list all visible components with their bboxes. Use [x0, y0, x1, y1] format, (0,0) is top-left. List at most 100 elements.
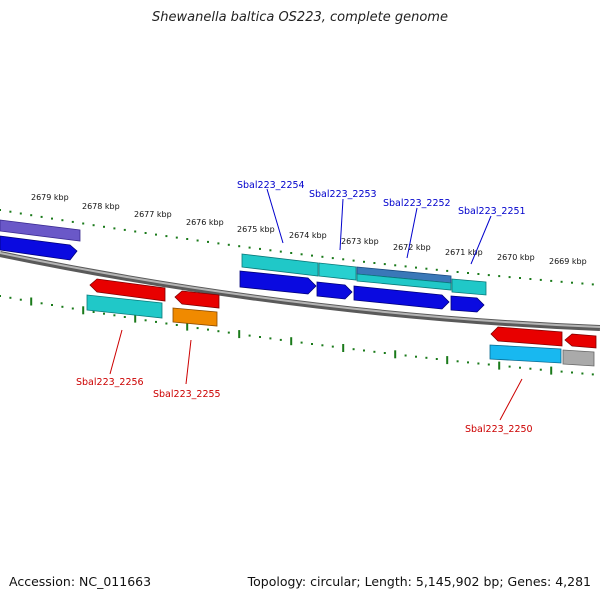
minor-tick — [425, 267, 428, 270]
minor-tick — [435, 268, 438, 271]
minor-tick — [508, 276, 511, 279]
minor-tick — [269, 337, 272, 340]
genome-backbone-highlight — [0, 252, 600, 328]
gene-feature-blue-2252[interactable] — [353, 285, 450, 310]
gene-feature-cyan-2253[interactable] — [318, 262, 357, 281]
minor-tick — [0, 295, 1, 297]
minor-tick — [51, 217, 53, 220]
minor-tick — [467, 361, 469, 364]
major-tick — [446, 356, 449, 365]
minor-tick — [113, 227, 116, 230]
minor-tick — [539, 278, 542, 281]
gene-feature-cyan-2251[interactable] — [451, 278, 487, 296]
minor-tick — [446, 269, 449, 272]
minor-tick — [487, 363, 490, 366]
map-title: Shewanella baltica OS223, complete genom… — [152, 10, 448, 25]
minor-tick — [456, 360, 459, 363]
tick-label: 2675 kbp — [237, 225, 275, 234]
gene-feature-red-2255[interactable] — [174, 290, 220, 309]
reverse-gene-labels: Sbal223_2256 Sbal223_2255 Sbal223_2250 — [76, 329, 533, 435]
minor-tick — [207, 240, 209, 243]
gene-feature-purple[interactable] — [0, 219, 81, 242]
major-tick — [498, 361, 501, 370]
minor-tick — [9, 210, 12, 213]
minor-tick — [144, 232, 147, 234]
gene-label-sbal223-2250[interactable]: Sbal223_2250 — [465, 424, 533, 435]
forward-tick-row — [0, 209, 594, 286]
gene-label-sbal223-2256[interactable]: Sbal223_2256 — [76, 377, 144, 388]
minor-tick — [175, 236, 178, 239]
minor-tick — [30, 214, 33, 217]
minor-tick — [331, 345, 334, 348]
gene-feature-orange-2255[interactable] — [172, 307, 218, 327]
minor-tick — [571, 371, 573, 374]
tick-label: 2673 kbp — [341, 237, 379, 246]
minor-tick — [425, 356, 428, 359]
minor-tick — [435, 358, 438, 360]
minor-tick — [311, 343, 313, 345]
minor-tick — [352, 259, 355, 262]
minor-tick — [373, 350, 376, 353]
minor-tick — [311, 254, 313, 257]
gene-feature-red-2250[interactable] — [490, 326, 563, 347]
minor-tick — [92, 224, 95, 227]
tick-label: 2672 kbp — [393, 243, 431, 252]
gene-label-sbal223-2253[interactable]: Sbal223_2253 — [309, 189, 377, 200]
minor-tick — [103, 225, 105, 228]
minor-tick — [383, 263, 386, 266]
gene-label-sbal223-2251[interactable]: Sbal223_2251 — [458, 206, 526, 217]
minor-tick — [404, 265, 407, 268]
minor-tick — [71, 307, 74, 310]
gene-feature-red-2256[interactable] — [89, 278, 166, 302]
minor-tick — [113, 314, 116, 317]
gene-feature-cyan-2252[interactable] — [356, 273, 452, 291]
minor-tick — [196, 327, 199, 330]
reverse-tick-row — [0, 295, 594, 376]
minor-tick — [248, 246, 251, 249]
minor-tick — [165, 235, 168, 238]
minor-tick — [217, 330, 220, 333]
minor-tick — [9, 296, 12, 299]
gene-feature-blue-2251[interactable] — [450, 295, 485, 313]
gene-feature-blue[interactable] — [0, 235, 78, 261]
minor-tick — [456, 271, 459, 273]
minor-tick — [352, 348, 355, 351]
tick-label: 2679 kbp — [31, 193, 69, 202]
tick-label: 2669 kbp — [549, 257, 587, 266]
minor-tick — [207, 328, 209, 331]
gene-label-sbal223-2255[interactable]: Sbal223_2255 — [153, 389, 221, 400]
minor-tick — [155, 233, 157, 236]
gene-feature-gray[interactable] — [562, 349, 595, 367]
gene-feature-blue-2253[interactable] — [316, 281, 353, 300]
gene-feature-sky-2250[interactable] — [489, 344, 562, 364]
major-tick — [30, 297, 33, 306]
tick-label: 2670 kbp — [497, 253, 535, 262]
minor-tick — [123, 316, 126, 318]
gene-feature-blue-2254[interactable] — [239, 270, 317, 295]
label-leader — [499, 378, 523, 421]
minor-tick — [61, 305, 64, 308]
minor-tick — [591, 283, 594, 286]
gene-label-sbal223-2252[interactable]: Sbal223_2252 — [383, 198, 451, 209]
gene-feature-red-right[interactable] — [564, 333, 597, 349]
minor-tick — [529, 278, 532, 280]
minor-tick — [560, 370, 563, 373]
gene-feature-cyan-2256[interactable] — [86, 294, 163, 319]
minor-tick — [300, 341, 303, 344]
minor-tick — [227, 331, 230, 334]
minor-tick — [259, 247, 261, 250]
minor-tick — [82, 222, 85, 225]
minor-tick — [529, 367, 532, 370]
gene-label-sbal223-2254[interactable]: Sbal223_2254 — [237, 180, 305, 191]
major-tick — [342, 344, 345, 352]
minor-tick — [259, 336, 261, 338]
label-leader — [185, 339, 192, 385]
minor-tick — [165, 322, 168, 325]
genome-summary-text: Topology: circular; Length: 5,145,902 bp… — [247, 574, 591, 589]
minor-tick — [550, 279, 553, 282]
minor-tick — [186, 238, 189, 240]
minor-tick — [321, 344, 324, 347]
minor-tick — [508, 365, 511, 368]
gene-feature-cyan-2254[interactable] — [241, 253, 319, 277]
